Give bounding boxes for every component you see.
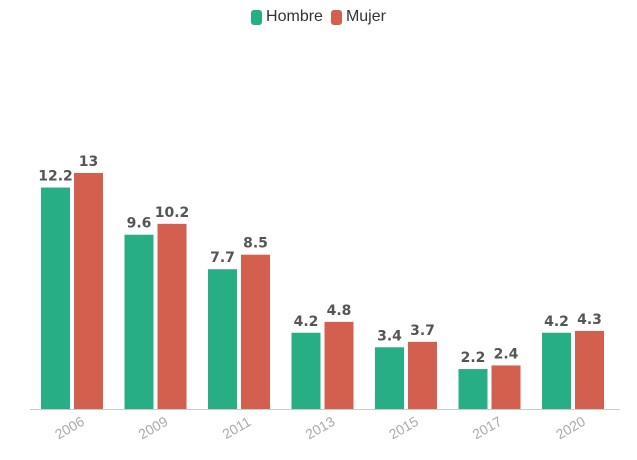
legend-swatch-hombre bbox=[251, 9, 263, 25]
bar-hombre-2017[interactable] bbox=[458, 369, 488, 409]
data-label-mujer-2013: 4.8 bbox=[327, 303, 352, 319]
data-label-mujer-2020: 4.3 bbox=[577, 312, 602, 328]
legend-swatch-mujer bbox=[330, 9, 342, 25]
x-tick-label-2011: 2011 bbox=[219, 413, 253, 442]
bar-mujer-2020[interactable] bbox=[575, 330, 604, 409]
bar-hombre-2013[interactable] bbox=[291, 332, 321, 409]
legend-item-mujer[interactable]: Mujer bbox=[330, 8, 386, 26]
data-label-hombre-2020: 4.2 bbox=[544, 314, 569, 330]
bar-mujer-2006[interactable] bbox=[74, 173, 103, 409]
data-label-hombre-2006: 12.2 bbox=[38, 169, 73, 185]
bar-hombre-2009[interactable] bbox=[124, 234, 154, 409]
x-tick-label-2017: 2017 bbox=[470, 413, 505, 443]
data-label-hombre-2009: 9.6 bbox=[127, 216, 152, 232]
data-label-mujer-2006: 13 bbox=[79, 154, 98, 170]
x-tick-label-2006: 2006 bbox=[52, 413, 87, 443]
bar-mujer-2015[interactable] bbox=[408, 341, 437, 409]
bar-mujer-2017[interactable] bbox=[491, 365, 521, 409]
x-tick-label-2020: 2020 bbox=[553, 413, 588, 443]
legend-label-mujer: Mujer bbox=[345, 8, 386, 25]
bar-mujer-2009[interactable] bbox=[157, 223, 187, 409]
data-label-hombre-2011: 7.7 bbox=[210, 250, 235, 266]
data-label-mujer-2011: 8.5 bbox=[243, 236, 268, 252]
data-label-mujer-2015: 3.7 bbox=[410, 323, 435, 339]
bar-hombre-2020[interactable] bbox=[542, 332, 571, 409]
data-label-mujer-2017: 2.4 bbox=[494, 346, 519, 362]
bar-hombre-2006[interactable] bbox=[41, 187, 70, 409]
data-label-mujer-2009: 10.2 bbox=[155, 205, 190, 221]
x-tick-label-2015: 2015 bbox=[386, 413, 421, 443]
bar-mujer-2011[interactable] bbox=[241, 254, 270, 409]
legend-item-hombre[interactable]: Hombre bbox=[251, 8, 323, 26]
data-label-hombre-2015: 3.4 bbox=[377, 328, 402, 344]
data-label-hombre-2013: 4.2 bbox=[294, 314, 319, 330]
bar-hombre-2015[interactable] bbox=[375, 347, 404, 409]
x-tick-label-2013: 2013 bbox=[303, 413, 338, 443]
legend-label-hombre: Hombre bbox=[266, 8, 323, 25]
legend: Hombre Mujer bbox=[0, 8, 637, 26]
bar-mujer-2013[interactable] bbox=[324, 321, 354, 409]
data-label-hombre-2017: 2.2 bbox=[461, 350, 486, 366]
x-tick-label-2009: 2009 bbox=[136, 413, 171, 443]
bar-hombre-2011[interactable] bbox=[208, 269, 237, 409]
